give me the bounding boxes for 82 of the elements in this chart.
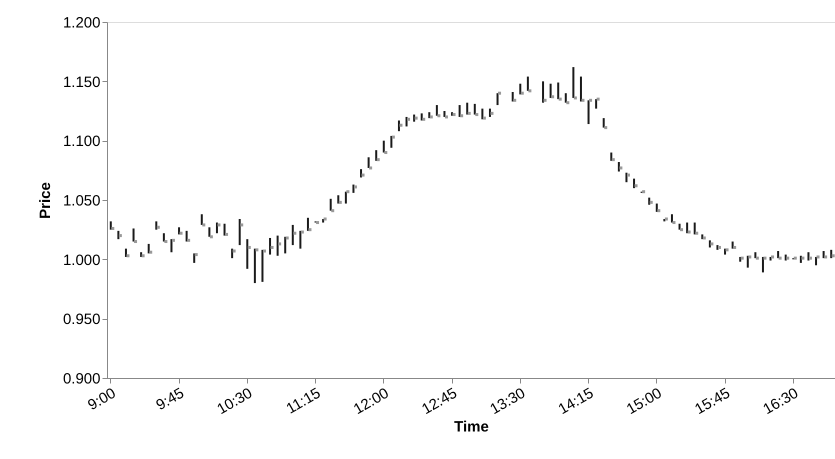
- bar: [762, 256, 764, 272]
- bar: [284, 236, 286, 254]
- x-tick-label: 13:30: [487, 384, 528, 418]
- x-tick-label: 9:00: [85, 384, 119, 414]
- bar: [466, 102, 468, 115]
- bar: [292, 224, 294, 246]
- y-tick-label: 1.050: [62, 192, 100, 210]
- bar: [224, 224, 226, 236]
- bar: [602, 118, 605, 128]
- bar: [496, 93, 499, 106]
- bar: [254, 248, 256, 284]
- y-tick-label: 1.150: [62, 74, 100, 91]
- x-tick-label: 15:00: [624, 384, 665, 418]
- bar: [406, 116, 408, 126]
- bar: [519, 84, 522, 94]
- x-tick-label: 9:45: [153, 384, 188, 414]
- bar: [352, 184, 354, 193]
- bar: [375, 150, 378, 161]
- x-tick-label: 16:30: [760, 384, 802, 418]
- bar: [246, 239, 248, 269]
- x-axis-title: Time: [454, 418, 489, 436]
- bar: [670, 214, 673, 223]
- bar: [807, 252, 810, 261]
- bar: [526, 76, 529, 91]
- bar: [162, 233, 165, 242]
- bar: [618, 162, 620, 172]
- bar: [694, 222, 696, 234]
- bar: [299, 230, 302, 249]
- bar: [170, 239, 172, 252]
- bar: [360, 169, 362, 178]
- x-tick-label: 10:30: [214, 384, 256, 418]
- bar: [815, 256, 818, 266]
- bar: [344, 192, 347, 204]
- bar: [481, 108, 484, 120]
- bar: [580, 76, 582, 102]
- bar: [398, 120, 400, 132]
- bar: [261, 250, 264, 282]
- bar: [550, 84, 552, 98]
- bar: [269, 238, 272, 255]
- bar: [474, 104, 476, 115]
- bar: [595, 99, 598, 109]
- y-tick-label: 0.950: [62, 311, 100, 328]
- y-tick-label: 1.100: [62, 133, 100, 150]
- y-tick-label: 1.000: [62, 252, 100, 269]
- bar: [572, 67, 574, 98]
- bar: [231, 248, 234, 258]
- bar: [436, 105, 438, 116]
- y-tick-label: 0.900: [62, 370, 100, 388]
- bar: [276, 236, 279, 256]
- bar: [588, 100, 590, 124]
- bar: [390, 136, 392, 148]
- bar: [382, 140, 385, 153]
- bar: [656, 204, 658, 212]
- bar: [148, 244, 150, 254]
- bar: [132, 228, 135, 242]
- bar: [610, 152, 612, 161]
- bar: [200, 214, 203, 225]
- bar: [564, 93, 567, 103]
- bar: [193, 253, 196, 263]
- bar: [488, 108, 491, 117]
- bar: [306, 218, 309, 231]
- bar: [330, 198, 332, 211]
- bar: [124, 248, 127, 257]
- bar: [746, 256, 749, 268]
- bar: [754, 252, 756, 258]
- bar: [625, 172, 628, 182]
- bar: [238, 218, 241, 246]
- bar: [557, 82, 560, 100]
- y-tick-label: 1.200: [62, 14, 100, 32]
- bar: [368, 157, 370, 168]
- bar: [458, 105, 461, 117]
- bar: [443, 111, 446, 117]
- bar: [186, 230, 188, 242]
- y-axis-title: Price: [36, 182, 54, 219]
- bar: [686, 222, 688, 234]
- x-tick-label: 12:00: [350, 384, 392, 418]
- bar: [216, 222, 218, 234]
- bar: [777, 251, 780, 258]
- bar: [633, 178, 636, 188]
- bar: [542, 81, 544, 103]
- bar: [678, 224, 681, 230]
- bar: [208, 227, 210, 237]
